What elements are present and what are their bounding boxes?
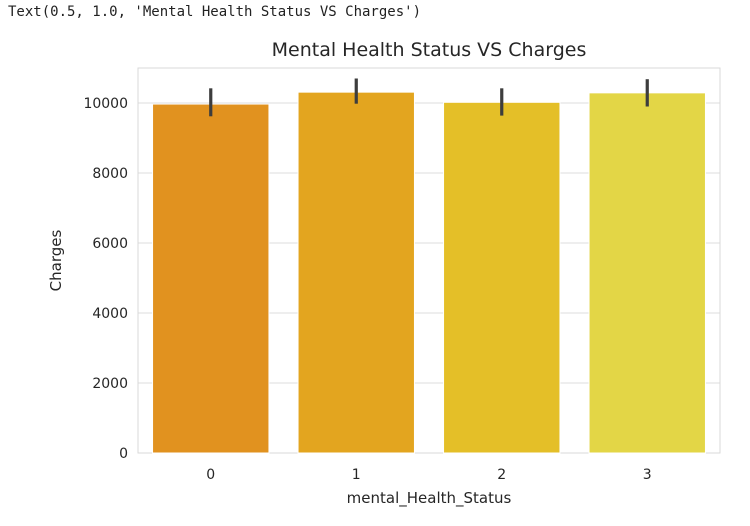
chart-title: Mental Health Status VS Charges — [272, 39, 587, 61]
plot-area-frame — [137, 67, 721, 454]
x-tick-label: 1 — [352, 467, 361, 483]
y-axis-label: Charges — [47, 229, 65, 291]
x-tick-label: 0 — [206, 467, 215, 483]
bar-3 — [588, 92, 706, 454]
bar-1 — [297, 91, 415, 454]
y-tick-label: 8000 — [92, 166, 128, 182]
y-tick-labels: 0 2000 4000 6000 8000 10000 — [83, 96, 128, 462]
x-tick-label: 3 — [643, 467, 652, 483]
x-tick-label: 2 — [497, 467, 506, 483]
bar-0 — [152, 103, 270, 454]
cell-output-text: Text(0.5, 1.0, 'Mental Health Status VS … — [8, 4, 422, 20]
x-tick-labels: 0 1 2 3 — [206, 467, 651, 483]
y-tick-label: 4000 — [92, 306, 128, 322]
x-axis-label: mental_Health_Status — [347, 489, 512, 508]
y-tick-label: 10000 — [83, 96, 128, 112]
y-tick-label: 2000 — [92, 376, 128, 392]
bars — [152, 91, 706, 454]
y-tick-label: 6000 — [92, 236, 128, 252]
error-bars — [209, 78, 649, 117]
bar-2 — [443, 101, 561, 454]
y-tick-label: 0 — [119, 446, 128, 462]
